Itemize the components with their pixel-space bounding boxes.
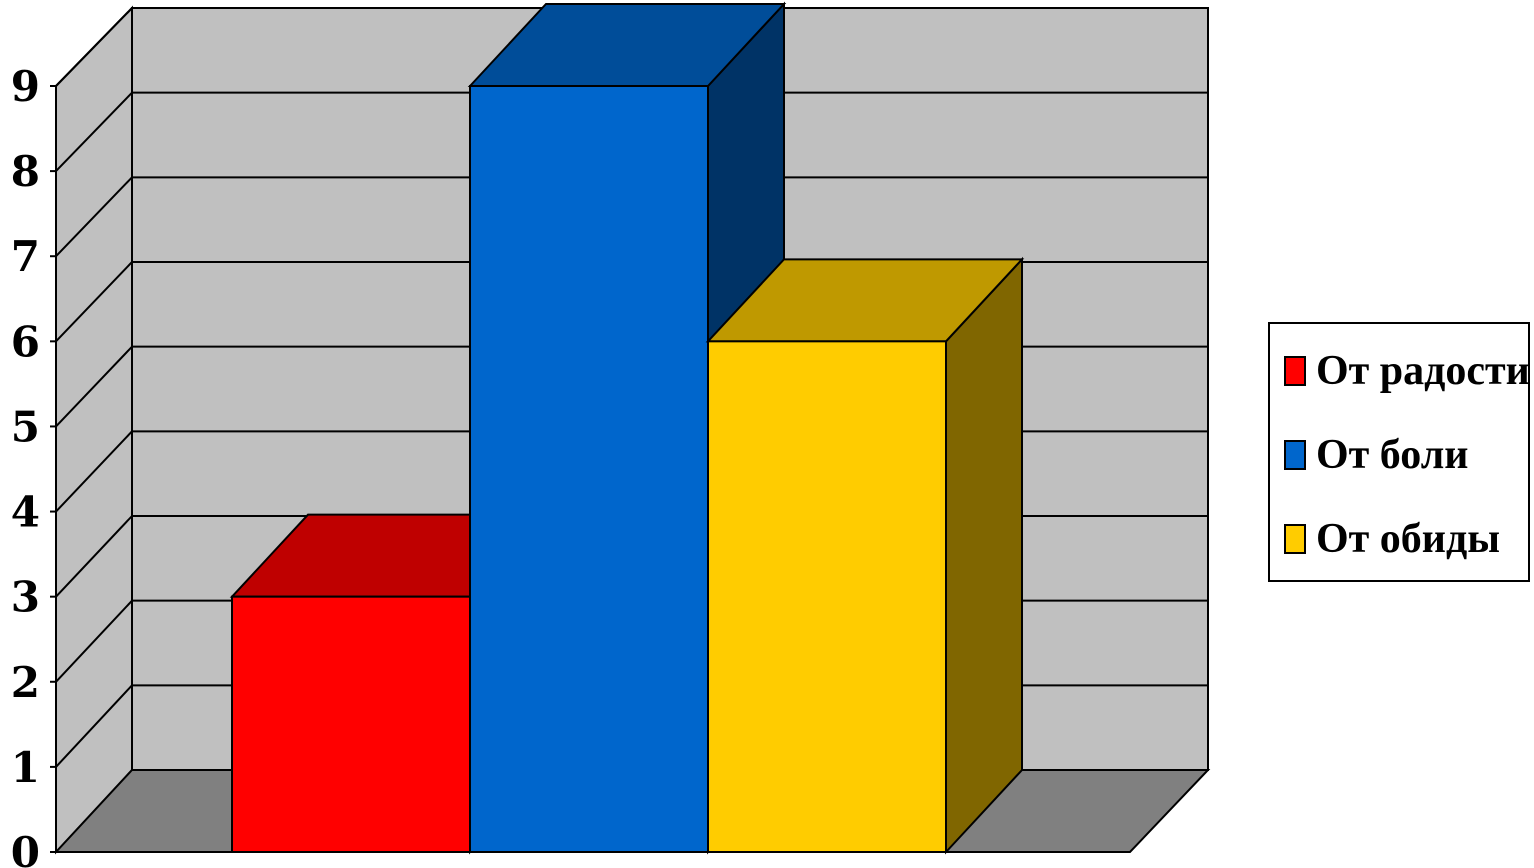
bar-side	[945, 256, 1023, 855]
legend-item-pain: От боли	[1284, 430, 1468, 480]
y-tick-label: 8	[11, 147, 40, 196]
legend-swatch-offense	[1284, 524, 1306, 554]
gridline-side	[55, 684, 133, 768]
gridline-side	[55, 261, 133, 343]
y-tick-label: 5	[11, 402, 40, 451]
y-tick-label: 2	[11, 658, 40, 707]
gridline-side	[55, 515, 133, 598]
y-tick-label: 3	[11, 573, 40, 622]
legend: От радости От боли От обиды	[1268, 322, 1530, 582]
legend-label-offense: От обиды	[1316, 516, 1501, 562]
legend-label-pain: От боли	[1316, 432, 1469, 478]
gridline-side	[55, 599, 133, 683]
bar-front	[231, 595, 471, 854]
bar-front	[469, 85, 709, 853]
legend-item-offense: От обиды	[1284, 514, 1500, 564]
y-tick-label: 1	[11, 743, 40, 792]
bars	[229, 1, 1025, 855]
y-tick-label: 6	[11, 317, 40, 366]
legend-label-joy: От радости	[1316, 348, 1530, 394]
bar-front	[707, 340, 947, 853]
gridline-side	[55, 430, 133, 513]
gridline-side	[55, 7, 133, 87]
y-axis-ticks: 0 1 2 3 4 5 6 7 8 9	[11, 62, 56, 868]
y-tick-label: 4	[11, 488, 40, 537]
bar-3	[705, 256, 1025, 855]
y-tick-label: 7	[11, 232, 40, 281]
legend-swatch-joy	[1284, 356, 1306, 386]
y-tick-label: 0	[11, 828, 40, 868]
gridline-side	[55, 345, 133, 428]
legend-item-joy: От радости	[1284, 346, 1530, 396]
y-tick-label: 9	[11, 62, 40, 111]
gridline-side	[55, 91, 133, 172]
gridline-side	[55, 176, 133, 257]
legend-swatch-pain	[1284, 440, 1306, 470]
